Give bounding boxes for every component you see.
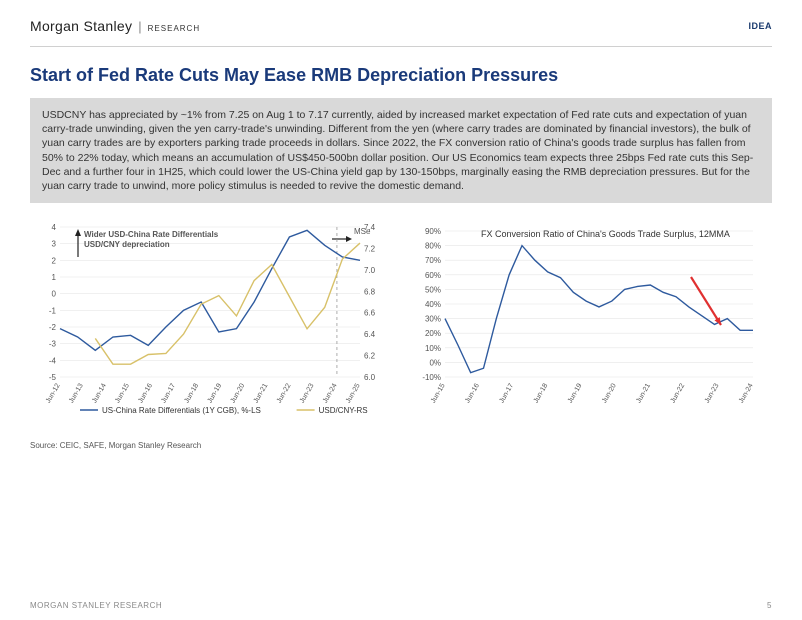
svg-text:6.2: 6.2 (364, 352, 376, 361)
svg-text:Jun-20: Jun-20 (601, 382, 618, 404)
summary-box: USDCNY has appreciated by ~1% from 7.25 … (30, 98, 772, 203)
svg-text:20%: 20% (425, 329, 441, 338)
svg-text:6.0: 6.0 (364, 373, 376, 382)
svg-text:Jun-21: Jun-21 (635, 382, 652, 404)
chart-right-wrap: -10% 0% 10% 20% 30% 40% 50% 60% 70% 80% 90% FX Conv… (411, 217, 772, 417)
svg-text:Jun-19: Jun-19 (207, 382, 224, 404)
svg-text:MSe: MSe (354, 227, 371, 236)
svg-text:-2: -2 (49, 323, 57, 332)
svg-text:6.4: 6.4 (364, 330, 376, 339)
brand-name: Morgan Stanley (30, 18, 132, 34)
svg-text:Jun-15: Jun-15 (114, 382, 131, 404)
svg-text:Jun-24: Jun-24 (322, 382, 339, 404)
chart-left-wrap: -5-4-3-2-1012346.06.26.46.66.87.07.27.4J… (30, 217, 391, 417)
svg-text:Jun-17: Jun-17 (160, 382, 177, 404)
svg-text:FX Conversion Ratio of China's: FX Conversion Ratio of China's Goods Tra… (481, 229, 730, 239)
svg-text:60%: 60% (425, 271, 441, 280)
research-label: RESEARCH (148, 24, 200, 33)
svg-text:0: 0 (52, 290, 57, 299)
svg-text:0%: 0% (429, 358, 441, 367)
svg-text:40%: 40% (425, 300, 441, 309)
svg-text:Jun-21: Jun-21 (253, 382, 270, 404)
svg-text:-3: -3 (49, 340, 57, 349)
rate-differentials-chart: -5-4-3-2-1012346.06.26.46.66.87.07.27.4J… (30, 217, 390, 417)
svg-text:Wider USD-China Rate Different: Wider USD-China Rate Differentials (84, 230, 219, 239)
header: Morgan Stanley | RESEARCH IDEA (0, 0, 802, 42)
svg-text:USD/CNY-RS: USD/CNY-RS (319, 406, 368, 415)
page-title: Start of Fed Rate Cuts May Ease RMB Depr… (0, 47, 802, 98)
svg-text:Jun-20: Jun-20 (230, 382, 247, 404)
charts-row: -5-4-3-2-1012346.06.26.46.66.87.07.27.4J… (0, 217, 802, 417)
svg-text:Jun-12: Jun-12 (45, 382, 62, 404)
svg-text:Jun-15: Jun-15 (430, 382, 447, 404)
idea-badge: IDEA (748, 21, 772, 31)
svg-text:Jun-13: Jun-13 (68, 382, 85, 404)
source-line: Source: CEIC, SAFE, Morgan Stanley Resea… (0, 417, 802, 450)
svg-text:70%: 70% (425, 256, 441, 265)
svg-text:USD/CNY depreciation: USD/CNY depreciation (84, 240, 170, 249)
svg-text:Jun-16: Jun-16 (464, 382, 481, 404)
svg-text:-4: -4 (49, 356, 57, 365)
page-number: 5 (767, 601, 772, 610)
brand: Morgan Stanley | RESEARCH (30, 18, 200, 34)
svg-text:Jun-18: Jun-18 (533, 382, 550, 404)
svg-text:Jun-24: Jun-24 (738, 382, 755, 404)
svg-text:Jun-19: Jun-19 (567, 382, 584, 404)
footer: MORGAN STANLEY RESEARCH 5 (0, 601, 802, 610)
svg-text:Jun-14: Jun-14 (91, 382, 108, 404)
svg-text:7.2: 7.2 (364, 244, 376, 253)
brand-separator: | (138, 19, 141, 34)
svg-text:4: 4 (52, 223, 57, 232)
svg-text:7.0: 7.0 (364, 266, 376, 275)
svg-text:US-China Rate Differentials (1: US-China Rate Differentials (1Y CGB), %-… (102, 406, 261, 415)
svg-text:2: 2 (52, 256, 57, 265)
svg-text:Jun-16: Jun-16 (137, 382, 154, 404)
svg-text:Jun-22: Jun-22 (276, 382, 293, 404)
svg-text:Jun-23: Jun-23 (299, 382, 316, 404)
footer-brand: MORGAN STANLEY RESEARCH (30, 601, 162, 610)
svg-text:90%: 90% (425, 227, 441, 236)
svg-text:6.6: 6.6 (364, 309, 376, 318)
svg-text:Jun-18: Jun-18 (183, 382, 200, 404)
svg-text:Jun-17: Jun-17 (498, 382, 515, 404)
svg-text:Jun-23: Jun-23 (704, 382, 721, 404)
svg-text:50%: 50% (425, 285, 441, 294)
svg-text:Jun-22: Jun-22 (670, 382, 687, 404)
svg-text:30%: 30% (425, 315, 441, 324)
svg-text:10%: 10% (425, 344, 441, 353)
svg-text:1: 1 (52, 273, 57, 282)
svg-text:3: 3 (52, 240, 57, 249)
fx-conversion-chart: -10% 0% 10% 20% 30% 40% 50% 60% 70% 80% 90% FX Conv… (411, 217, 771, 417)
svg-text:Jun-25: Jun-25 (345, 382, 362, 404)
svg-text:-5: -5 (49, 373, 57, 382)
svg-text:6.8: 6.8 (364, 287, 376, 296)
svg-text:-10%: -10% (422, 373, 441, 382)
svg-text:-1: -1 (49, 306, 57, 315)
svg-text:80%: 80% (425, 242, 441, 251)
